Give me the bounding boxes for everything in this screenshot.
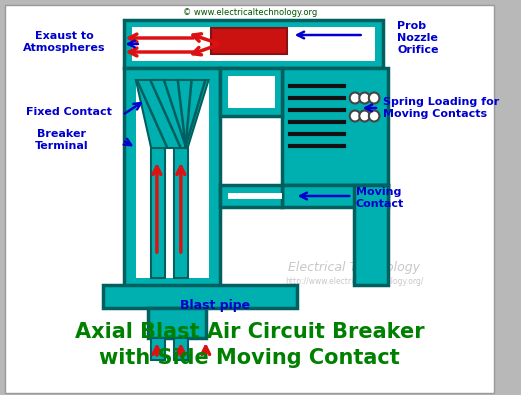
Circle shape: [369, 111, 379, 122]
Text: Moving
Contact: Moving Contact: [356, 187, 404, 209]
Bar: [354, 185, 388, 285]
Circle shape: [350, 92, 360, 103]
Bar: [282, 68, 388, 185]
Bar: [282, 185, 388, 207]
Bar: [174, 338, 188, 360]
Bar: [210, 28, 287, 54]
Text: Axial Blast Air Circuit Breaker: Axial Blast Air Circuit Breaker: [75, 322, 425, 342]
Circle shape: [359, 111, 370, 122]
Bar: [148, 308, 206, 338]
Text: Electrical Technology: Electrical Technology: [288, 261, 420, 275]
Circle shape: [359, 92, 370, 103]
Bar: [220, 185, 282, 207]
Text: Breaker
Terminal: Breaker Terminal: [34, 129, 88, 151]
Bar: [136, 80, 208, 278]
Bar: [220, 68, 282, 116]
Text: Spring Loading for
Moving Contacts: Spring Loading for Moving Contacts: [383, 97, 499, 119]
Bar: [103, 285, 296, 308]
Bar: [151, 80, 165, 278]
Bar: [174, 80, 188, 278]
Bar: [125, 20, 383, 68]
Bar: [228, 76, 275, 108]
Bar: [132, 27, 375, 61]
Text: with Side Moving Contact: with Side Moving Contact: [100, 348, 400, 368]
Text: Exaust to
Atmospheres: Exaust to Atmospheres: [23, 31, 105, 53]
Text: Prob
Nozzle
Orifice: Prob Nozzle Orifice: [397, 21, 439, 55]
Text: http://www.electricaltechnology.org/: http://www.electricaltechnology.org/: [285, 278, 423, 286]
Text: Fixed Contact: Fixed Contact: [26, 107, 112, 117]
Circle shape: [369, 92, 379, 103]
Text: © www.electricaltechnology.org: © www.electricaltechnology.org: [183, 8, 317, 17]
Bar: [125, 68, 220, 290]
Bar: [151, 338, 165, 360]
Text: Blast pipe: Blast pipe: [180, 299, 251, 312]
Polygon shape: [136, 80, 208, 148]
Bar: [228, 193, 282, 199]
Circle shape: [350, 111, 360, 122]
